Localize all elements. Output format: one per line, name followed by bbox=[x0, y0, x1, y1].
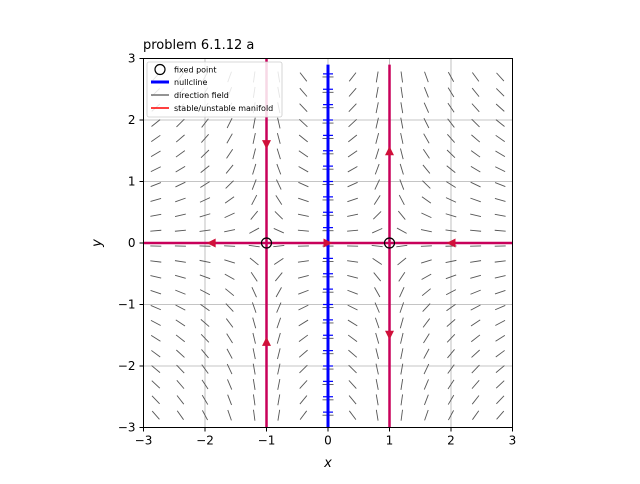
legend: fixed point nullcline direction field st… bbox=[147, 62, 282, 117]
direction-field-segment bbox=[224, 246, 235, 247]
y-tick-label: 1 bbox=[128, 175, 136, 189]
legend-label-nullcline: nullcline bbox=[174, 78, 208, 87]
y-tick-label: −3 bbox=[118, 421, 136, 435]
x-tick-label: −2 bbox=[196, 434, 214, 448]
direction-field-segment bbox=[421, 246, 432, 247]
x-tick-label: −3 bbox=[135, 434, 153, 448]
x-tick-label: −1 bbox=[258, 434, 276, 448]
legend-label-manifold: stable/unstable manifold bbox=[174, 104, 273, 113]
y-axis-label: y bbox=[90, 239, 105, 248]
x-tick-label: 3 bbox=[509, 434, 517, 448]
y-tick-label: −2 bbox=[118, 359, 136, 373]
y-tick-label: 2 bbox=[128, 113, 136, 127]
y-tick-label: 0 bbox=[128, 236, 136, 250]
x-tick-label: 2 bbox=[447, 434, 455, 448]
legend-label-direction-field: direction field bbox=[174, 91, 229, 100]
y-tick-label: −1 bbox=[118, 298, 136, 312]
x-axis-label: x bbox=[323, 456, 332, 471]
chart-title: problem 6.1.12 a bbox=[143, 38, 254, 53]
y-tick-label: 3 bbox=[128, 52, 136, 66]
x-tick-label: 0 bbox=[324, 434, 332, 448]
legend-label-fixed-point: fixed point bbox=[174, 66, 216, 75]
x-tick-label: 1 bbox=[386, 434, 394, 448]
